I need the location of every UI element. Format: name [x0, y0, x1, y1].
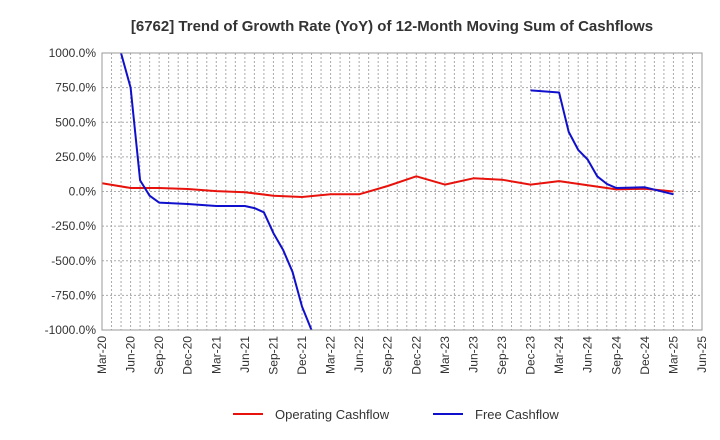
y-tick-label: -1000.0% — [45, 323, 97, 337]
x-tick-label: Dec-22 — [409, 336, 423, 375]
x-tick-label: Mar-21 — [209, 336, 223, 374]
x-tick-label: Dec-23 — [524, 336, 538, 375]
x-tick-label: Sep-22 — [381, 336, 395, 375]
x-tick-label: Jun-21 — [238, 336, 252, 373]
x-tick-label: Dec-24 — [638, 336, 652, 375]
x-tick-label: Mar-22 — [324, 336, 338, 374]
x-tick-label: Dec-20 — [181, 336, 195, 375]
y-tick-label: 250.0% — [55, 150, 96, 164]
series-lines — [102, 53, 674, 330]
y-tick-label: 750.0% — [55, 81, 96, 95]
y-tick-label: -750.0% — [51, 288, 96, 302]
y-axis-ticks: -1000.0% -750.0% -500.0% -250.0% 0.0% 250.0% 5… — [45, 46, 97, 337]
y-tick-label: 1000.0% — [49, 46, 97, 60]
operating-cashflow-legend-label: Operating Cashflow — [275, 407, 390, 422]
y-tick-label: -250.0% — [51, 219, 96, 233]
x-tick-label: Sep-23 — [495, 336, 509, 375]
free-cashflow-line — [120, 53, 313, 330]
plot-area-frame — [101, 52, 703, 331]
x-tick-label: Jun-20 — [124, 336, 138, 373]
x-tick-label: Mar-24 — [552, 336, 566, 374]
x-tick-label: Sep-24 — [609, 336, 623, 375]
y-tick-label: 500.0% — [55, 115, 96, 129]
chart-title: [6762] Trend of Growth Rate (YoY) of 12-… — [131, 18, 653, 35]
x-tick-label: Dec-21 — [295, 336, 309, 375]
x-tick-label: Sep-21 — [266, 336, 280, 375]
grid — [101, 52, 703, 331]
x-tick-label: Jun-23 — [466, 336, 480, 373]
free-cashflow-legend-label: Free Cashflow — [475, 407, 559, 422]
legend: Operating Cashflow Free Cashflow — [233, 407, 559, 422]
x-tick-label: Mar-23 — [438, 336, 452, 374]
x-tick-label: Jun-22 — [352, 336, 366, 373]
series-clip-group — [102, 53, 674, 330]
y-tick-label: -500.0% — [51, 254, 96, 268]
free-cashflow-line — [530, 89, 674, 196]
y-tick-label: 0.0% — [69, 185, 97, 199]
x-tick-label: Sep-20 — [152, 336, 166, 375]
x-tick-label: Mar-20 — [95, 336, 109, 374]
x-tick-label: Jun-24 — [581, 336, 595, 373]
x-axis-ticks: Mar-20 Jun-20 Sep-20 Dec-20 Mar-21 Jun-21 Sep-… — [95, 336, 709, 375]
operating-cashflow-line — [102, 175, 674, 198]
x-tick-label: Jun-25 — [695, 336, 709, 373]
x-tick-label: Mar-25 — [666, 336, 680, 374]
